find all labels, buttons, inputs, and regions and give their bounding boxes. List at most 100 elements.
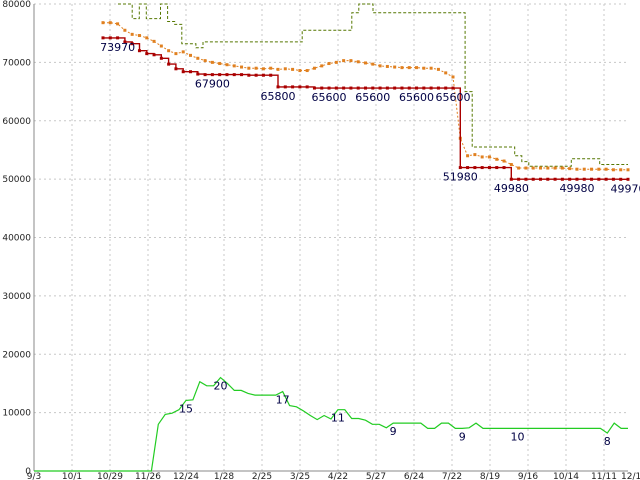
- x-tick-label: 4/22: [328, 472, 348, 480]
- avg-point: [480, 155, 484, 159]
- price-data-label: 49970: [611, 182, 640, 195]
- x-tick-label: 2/25: [252, 472, 272, 480]
- price-point: [400, 86, 404, 90]
- avg-point: [407, 66, 411, 70]
- x-tick-label: 10/14: [553, 472, 579, 480]
- avg-point: [444, 71, 448, 75]
- price-point: [159, 56, 163, 60]
- grid-layer: [34, 3, 628, 471]
- price-point: [560, 177, 564, 181]
- avg-point: [429, 66, 433, 70]
- avg-point: [502, 159, 506, 163]
- price-point: [524, 177, 528, 181]
- x-tick-label: 7/22: [442, 472, 462, 480]
- avg-point: [626, 168, 630, 172]
- avg-point: [517, 166, 521, 170]
- avg-point: [327, 62, 331, 66]
- price-point: [298, 85, 302, 89]
- price-point: [385, 86, 389, 90]
- avg-point: [269, 66, 273, 70]
- avg-point: [487, 155, 491, 159]
- x-tick-label: 6/24: [404, 472, 424, 480]
- price-point: [291, 85, 295, 89]
- price-point: [240, 73, 244, 77]
- price-point: [145, 52, 149, 56]
- avg-point: [568, 167, 572, 171]
- x-tick-label: 5/27: [366, 472, 386, 480]
- avg-point: [189, 53, 192, 57]
- price-point: [407, 86, 411, 90]
- price-point: [349, 86, 353, 90]
- avg-point: [218, 62, 222, 66]
- price-point: [575, 177, 579, 181]
- avg-point: [597, 167, 601, 171]
- price-point: [305, 85, 309, 89]
- price-point: [429, 86, 433, 90]
- y-tick-label: 80000: [2, 0, 31, 10]
- price-point: [152, 53, 156, 57]
- price-point: [546, 177, 550, 181]
- avg-point: [130, 32, 134, 36]
- price-point: [553, 177, 557, 181]
- count-data-label: 11: [331, 412, 345, 425]
- avg-point: [531, 166, 535, 170]
- series-line-price: [103, 37, 628, 180]
- avg-point: [590, 167, 594, 171]
- y-tick-label: 30000: [2, 292, 31, 302]
- avg-point: [495, 157, 499, 161]
- price-point: [312, 86, 316, 90]
- series-layer: [34, 3, 630, 472]
- series-line-high: [118, 3, 628, 167]
- count-data-label: 10: [510, 430, 524, 443]
- avg-point: [400, 66, 404, 70]
- price-point: [495, 166, 499, 170]
- price-point: [626, 177, 630, 181]
- x-tick-label: 9/3: [27, 472, 41, 480]
- price-data-label: 65600: [399, 91, 434, 104]
- price-point: [276, 85, 280, 89]
- y-tick-label: 50000: [2, 175, 31, 185]
- avg-point: [232, 64, 236, 68]
- price-point: [130, 42, 134, 46]
- price-point: [254, 73, 258, 77]
- x-tick-label: 3/25: [290, 472, 310, 480]
- avg-point: [560, 166, 564, 170]
- avg-point: [466, 154, 470, 158]
- price-point: [611, 177, 615, 181]
- price-point: [509, 177, 513, 181]
- price-point: [487, 166, 491, 170]
- avg-point: [159, 44, 163, 48]
- price-point: [334, 86, 338, 90]
- price-data-label: 51980: [443, 171, 478, 184]
- y-tick-label: 0: [25, 467, 31, 477]
- price-point: [218, 73, 222, 77]
- x-tick-label: 8/19: [480, 472, 500, 480]
- x-tick-label: 9/16: [518, 472, 538, 480]
- avg-point: [415, 66, 419, 70]
- price-data-label: 65600: [312, 91, 347, 104]
- avg-point: [137, 34, 141, 38]
- price-point: [436, 86, 440, 90]
- x-tick-label: 12/18: [621, 472, 640, 480]
- price-point: [458, 166, 462, 170]
- avg-point: [553, 166, 557, 170]
- price-point: [283, 85, 287, 89]
- avg-point: [575, 167, 579, 171]
- price-point: [116, 36, 120, 40]
- count-data-label: 15: [179, 402, 193, 415]
- price-point: [123, 40, 127, 44]
- avg-point: [305, 69, 309, 73]
- price-point: [422, 86, 426, 90]
- price-point: [378, 86, 382, 90]
- avg-point: [312, 66, 316, 70]
- avg-point: [342, 59, 346, 63]
- price-point: [473, 166, 477, 170]
- avg-point: [364, 61, 367, 65]
- avg-point: [436, 67, 440, 71]
- avg-point: [210, 60, 214, 64]
- price-data-label: 49980: [494, 182, 529, 195]
- avg-point: [196, 56, 200, 60]
- avg-point: [385, 64, 389, 68]
- avg-point: [509, 163, 513, 167]
